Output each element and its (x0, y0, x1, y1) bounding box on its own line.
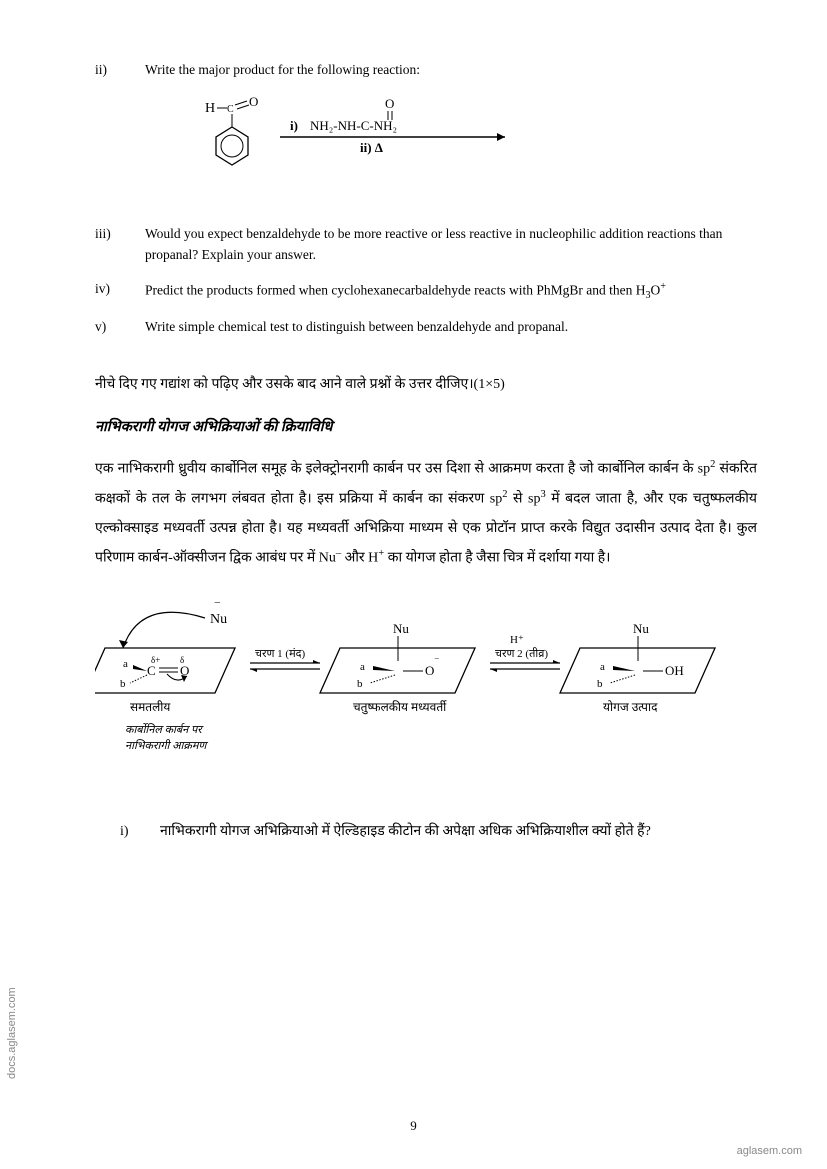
caption-1: कार्बोनिल कार्बन पर (125, 723, 204, 736)
para-part-5: का योगज होता है जैसा चित्र में दर्शाया ग… (384, 551, 610, 566)
watermark-left: docs.aglasem.com (6, 987, 18, 1079)
curved-arrow (123, 612, 205, 648)
question-iv: iv) Predict the products formed when cyc… (95, 279, 757, 303)
planar-label: समतलीय (130, 700, 171, 714)
hindi-paragraph: एक नाभिकरागी ध्रुवीय कार्बोनिल समूह के इ… (95, 454, 757, 574)
b-label: b (120, 678, 126, 690)
o-label: O (425, 663, 434, 678)
bond-line (235, 101, 247, 105)
question-text: Write simple chemical test to distinguis… (145, 317, 757, 337)
q4-prefix: Predict the products formed when cyclohe… (145, 282, 645, 297)
delta-plus: δ+ (151, 655, 160, 665)
reagent-i-label: i) (290, 118, 298, 133)
para-part-0: एक नाभिकरागी ध्रुवीय कार्बोनिल समूह के इ… (95, 461, 710, 476)
step2-label: चरण 2 (तीव्र) (495, 647, 548, 660)
question-text: Write the major product for the followin… (145, 60, 757, 80)
intermediate-label: चतुष्फलकीय मध्यवर्ती (353, 700, 447, 715)
a-label: a (600, 661, 605, 673)
hash-bond (130, 675, 147, 683)
page-number: 9 (410, 1118, 417, 1134)
reagent-ii-label: ii) Δ (360, 140, 383, 155)
question-text: Would you expect benzaldehyde to be more… (145, 224, 757, 265)
planar-plane (95, 648, 235, 693)
aldehyde-h: H (205, 101, 215, 116)
c-label: C (147, 663, 156, 678)
para-part-4: और H (341, 551, 378, 566)
step1-label: चरण 1 (मंद) (255, 647, 306, 660)
b-label: b (357, 678, 363, 690)
reagent-formula: NH₂-NH-C-NH₂ (310, 118, 397, 133)
caption-2: नाभिकरागी आक्रमण (125, 739, 208, 752)
hindi-q-num: i) (120, 818, 160, 846)
wedge-bond (133, 665, 147, 671)
h-plus-label: H⁺ (510, 634, 524, 646)
bond-line (237, 105, 249, 109)
oh-label: OH (665, 663, 684, 678)
question-iii: iii) Would you expect benzaldehyde to be… (95, 224, 757, 265)
wedge-bond (373, 666, 395, 671)
q4-suffix: O (651, 282, 661, 297)
mechanism-svg: ‾ Nu a b C δ+ O δ समतलीय कार्बोनिल कार्ब… (95, 593, 755, 763)
question-number: iii) (95, 224, 145, 265)
hindi-q-text: नाभिकरागी योगज अभिक्रियाओ में ऐल्डिहाइड … (160, 818, 757, 846)
benzene-circle (221, 135, 243, 157)
reaction-svg: H C O i) NH₂-NH-C-NH₂ O ii) Δ (175, 94, 575, 194)
question-number: iv) (95, 279, 145, 303)
a-label: a (123, 658, 128, 670)
hash-bond (370, 675, 395, 683)
page-content: ii) Write the major product for the foll… (0, 0, 827, 896)
hindi-intro: नीचे दिए गए गद्यांश को पढ़िए और उसके बाद… (95, 372, 757, 397)
mechanism-diagram: ‾ Nu a b C δ+ O δ समतलीय कार्बोनिल कार्ब… (95, 593, 757, 768)
question-v: v) Write simple chemical test to disting… (95, 317, 757, 337)
product-label: योगज उत्पाद (603, 700, 658, 714)
para-part-2: से sp (507, 491, 540, 506)
arrow-head-small (181, 675, 187, 682)
o-minus: ‾ (434, 658, 439, 670)
wedge-bond (613, 666, 635, 671)
arrow-head (497, 133, 505, 141)
hindi-question-i: i) नाभिकरागी योगज अभिक्रियाओ में ऐल्डिहा… (120, 818, 757, 846)
nu-label: Nu (393, 621, 409, 636)
question-text: Predict the products formed when cyclohe… (145, 279, 757, 303)
question-number: v) (95, 317, 145, 337)
semicarb-o: O (385, 96, 394, 111)
question-number: ii) (95, 60, 145, 80)
delta-minus: δ (180, 655, 184, 665)
nu-label: Nu (210, 612, 227, 627)
question-ii: ii) Write the major product for the foll… (95, 60, 757, 80)
watermark-right: aglasem.com (737, 1145, 802, 1157)
aldehyde-c: C (227, 104, 234, 115)
arrow-head (119, 640, 128, 648)
aldehyde-o: O (249, 94, 258, 109)
nu-label: Nu (633, 621, 649, 636)
a-label: a (360, 661, 365, 673)
hindi-heading: नाभिकरागी योगज अभिक्रियाओं की क्रियाविधि (95, 416, 757, 436)
hash-bond (610, 675, 635, 683)
reaction-scheme: H C O i) NH₂-NH-C-NH₂ O ii) Δ (175, 94, 757, 199)
b-label: b (597, 678, 603, 690)
